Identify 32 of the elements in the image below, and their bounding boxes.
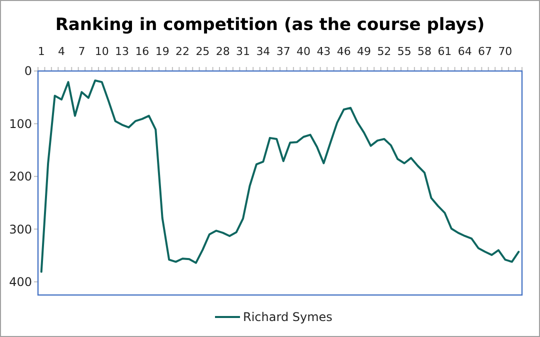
legend-label: Richard Symes [243,310,332,324]
y-tick-label: 100 [9,116,32,131]
x-tick-label: 19 [155,45,170,58]
y-tick-label: 200 [9,170,32,184]
x-tick-label: 16 [135,45,150,58]
x-tick-label: 10 [94,45,109,58]
x-tick-label: 31 [236,45,250,58]
y-tick-label: 0 [24,64,32,78]
x-tick-label: 13 [115,45,130,58]
line-series [40,79,520,273]
x-tick-label: 70 [498,45,512,58]
x-tick-label: 64 [458,45,472,58]
x-tick-label: 37 [276,45,290,58]
x-tick-label: 55 [397,45,412,58]
x-tick-label: 52 [377,45,392,58]
y-tick-label: 400 [9,275,32,290]
x-tick-label: 67 [478,45,492,58]
x-tick-label: 1 [38,45,45,58]
chart-title: Ranking in competition (as the course plays) [55,15,485,35]
x-tick-label: 58 [418,45,432,58]
x-tick-label: 49 [357,45,372,58]
x-tick-label: 25 [196,45,210,58]
x-tick-label: 46 [336,45,351,58]
x-tick-label: 61 [438,45,452,58]
x-tick-label: 34 [256,45,270,58]
y-tick-label: 300 [9,222,32,236]
x-tick-label: 28 [216,45,230,58]
x-tick-label: 22 [176,45,190,58]
x-tick-label: 7 [78,45,86,58]
x-tick-label: 43 [316,45,331,58]
x-tick-label: 4 [58,45,66,58]
x-tick-label: 40 [296,45,311,58]
